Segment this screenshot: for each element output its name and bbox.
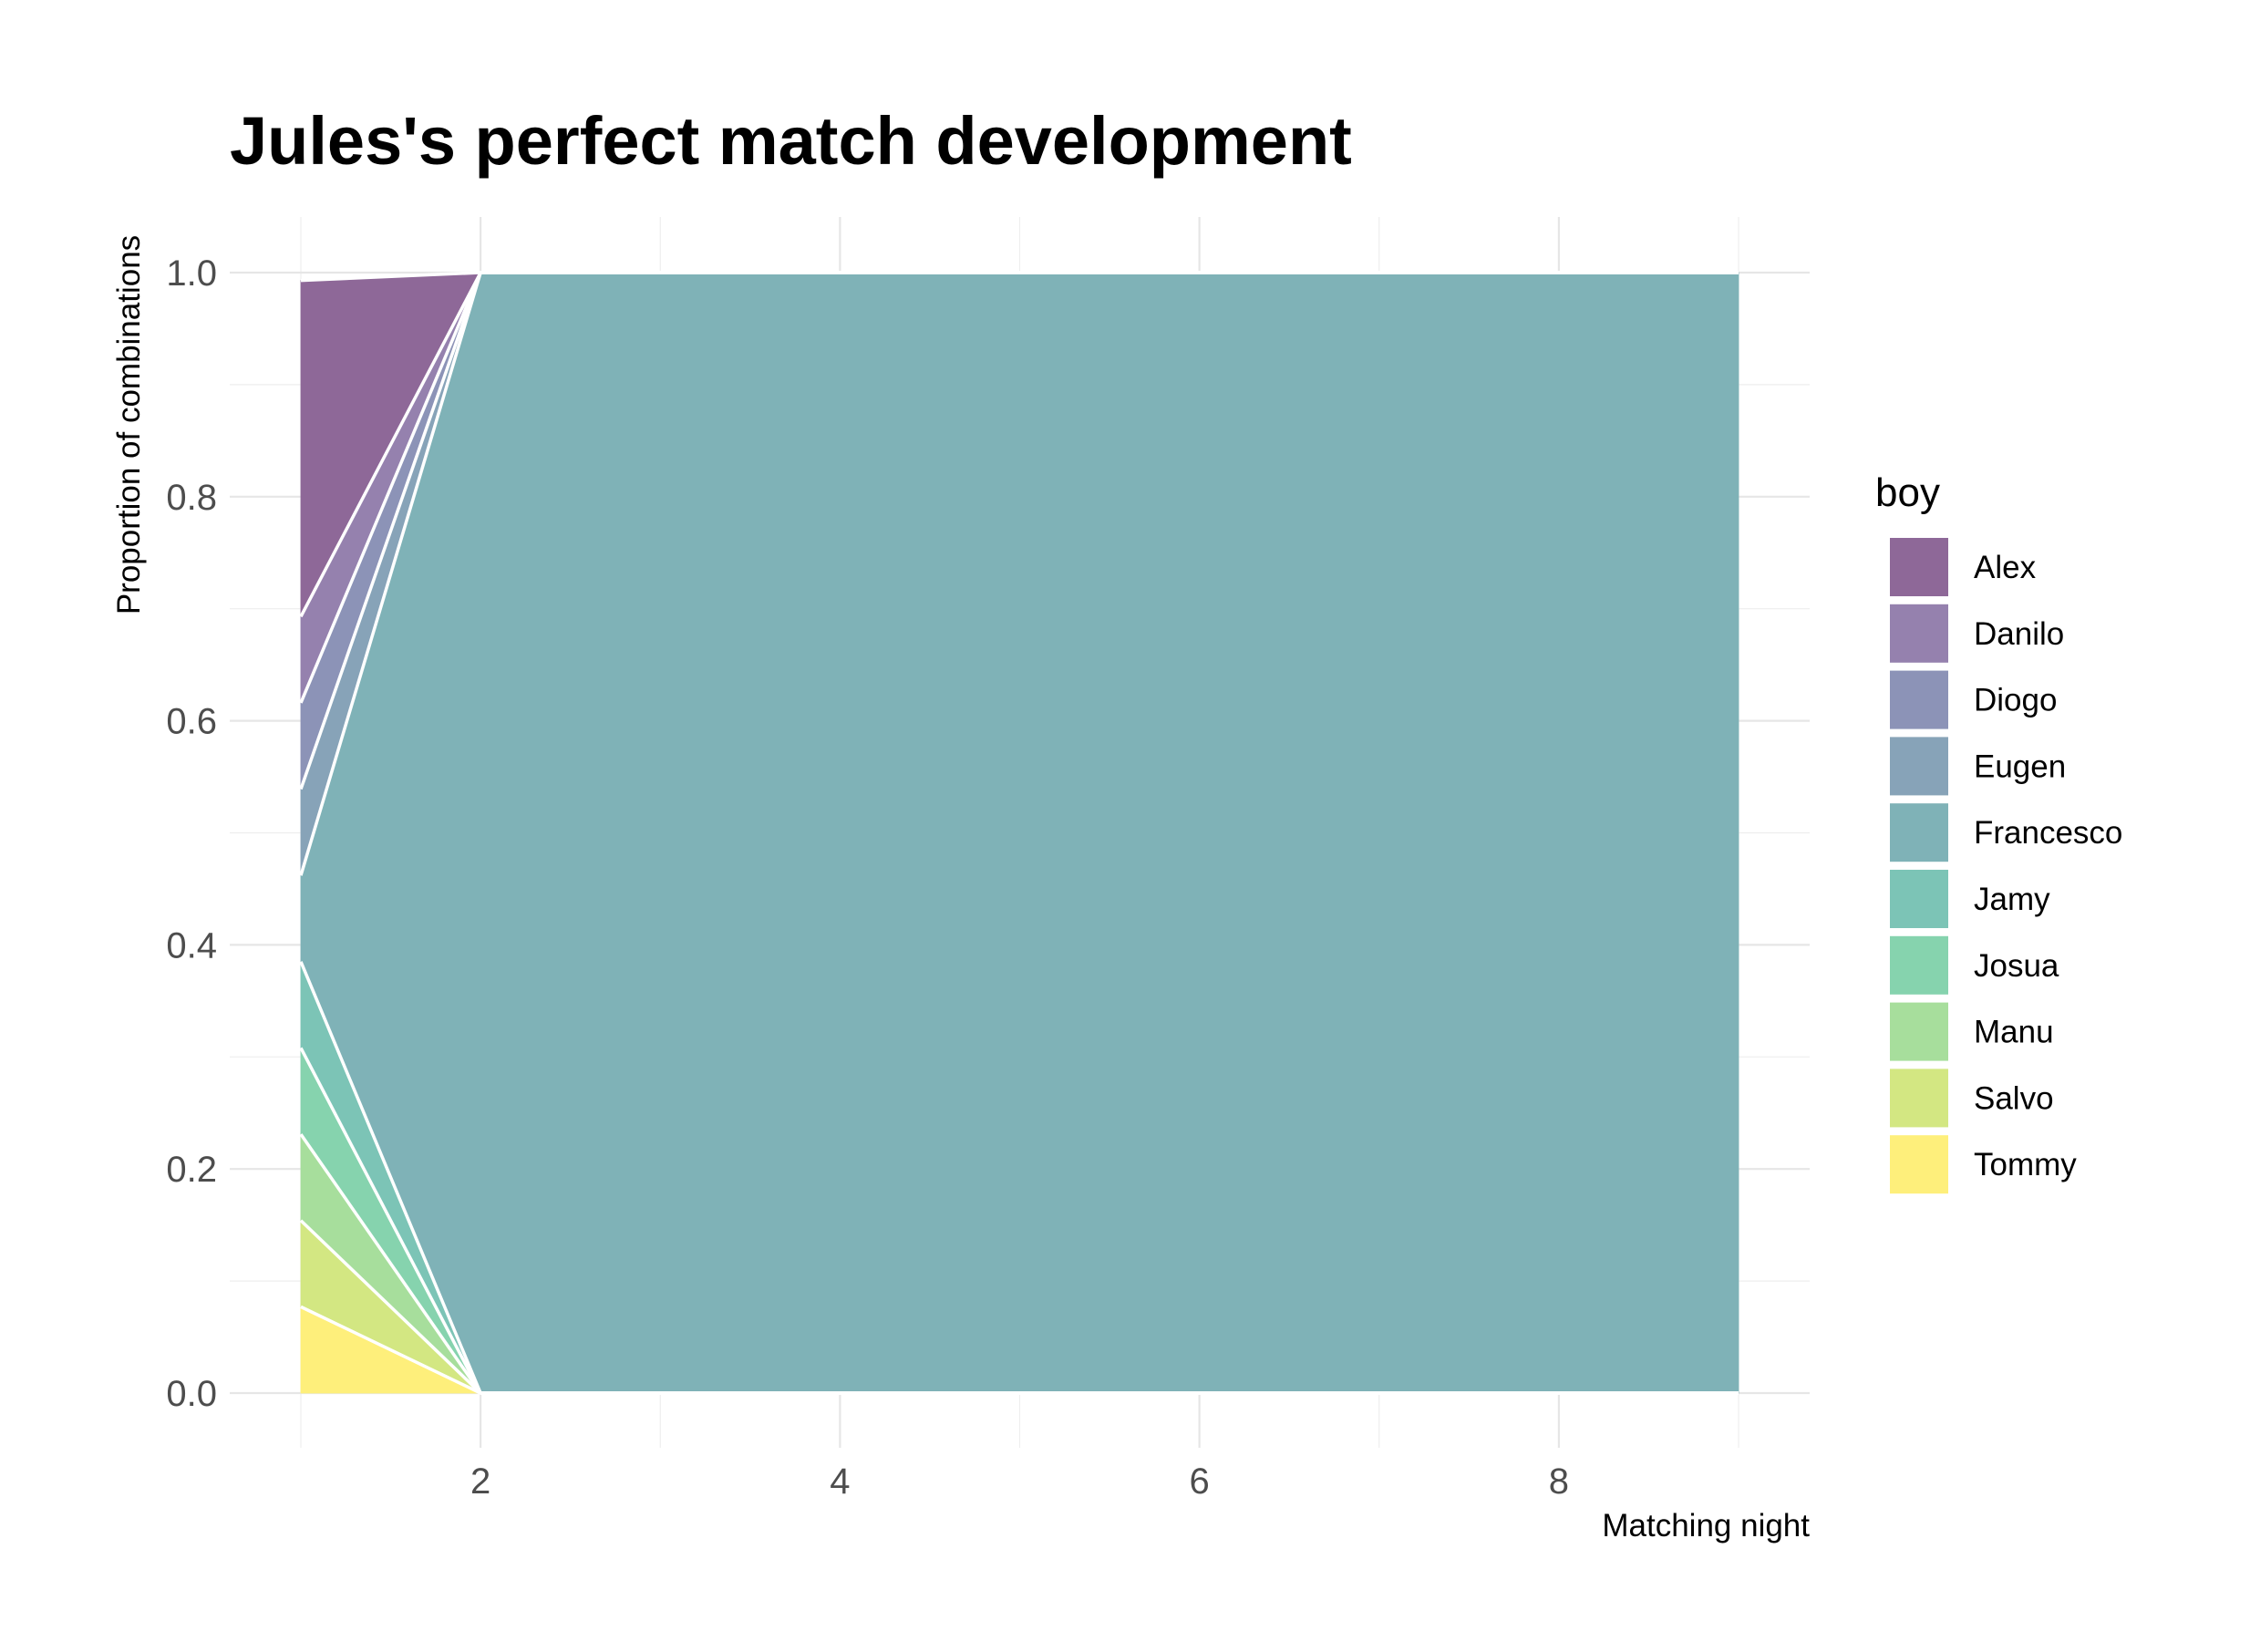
legend-key-diogo xyxy=(1890,670,1948,729)
y-tick-label: 0.4 xyxy=(166,925,217,965)
y-tick-label: 0.6 xyxy=(166,702,217,742)
legend-title: boy xyxy=(1875,470,1940,515)
legend-label-tommy: Tommy xyxy=(1974,1147,2077,1182)
x-tick-label: 6 xyxy=(1190,1461,1210,1502)
legend-label-salvo: Salvo xyxy=(1974,1080,2054,1116)
area-outline-jamy xyxy=(299,961,1739,1395)
legend-label-alex: Alex xyxy=(1974,550,2037,585)
legend-key-manu xyxy=(1890,1002,1948,1061)
legend-label-francesco: Francesco xyxy=(1974,815,2122,851)
y-axis-title: Proportion of combinations xyxy=(111,235,147,614)
legend-label-eugen: Eugen xyxy=(1974,749,2066,784)
legend-key-tommy xyxy=(1890,1135,1948,1194)
legend-key-danilo xyxy=(1890,604,1948,663)
legend-label-manu: Manu xyxy=(1974,1015,2054,1050)
legend-key-salvo xyxy=(1890,1069,1948,1128)
chart-title: Jules's perfect match development xyxy=(230,103,1352,179)
y-tick-label: 0.8 xyxy=(166,478,217,518)
area-outline-alex xyxy=(300,271,1739,283)
legend-key-francesco xyxy=(1890,803,1948,862)
area-francesco xyxy=(300,272,1739,1394)
legend-key-jamy xyxy=(1890,870,1948,928)
legend-label-jamy: Jamy xyxy=(1974,882,2050,917)
x-tick-label: 8 xyxy=(1549,1461,1569,1502)
x-axis-ticks: 2 4 6 8 xyxy=(470,1461,1569,1502)
x-tick-label: 2 xyxy=(470,1461,490,1502)
y-axis-ticks: 0.0 0.2 0.4 0.6 0.8 1.0 xyxy=(166,253,217,1414)
legend-label-danilo: Danilo xyxy=(1974,616,2064,652)
legend: boy Alex Danilo Diogo Eugen Francesco Jamy Jos… xyxy=(1875,470,2122,1194)
y-tick-label: 0.2 xyxy=(166,1150,217,1190)
stacked-areas xyxy=(299,271,1739,1395)
x-axis-title: Matching night xyxy=(1602,1508,1810,1544)
legend-label-diogo: Diogo xyxy=(1974,683,2057,718)
legend-key-josua xyxy=(1890,935,1948,995)
y-tick-label: 1.0 xyxy=(166,253,217,294)
x-tick-label: 4 xyxy=(830,1461,850,1502)
y-tick-label: 0.0 xyxy=(166,1374,217,1414)
legend-key-alex xyxy=(1890,538,1948,596)
legend-label-josua: Josua xyxy=(1974,948,2059,984)
legend-key-eugen xyxy=(1890,737,1948,796)
